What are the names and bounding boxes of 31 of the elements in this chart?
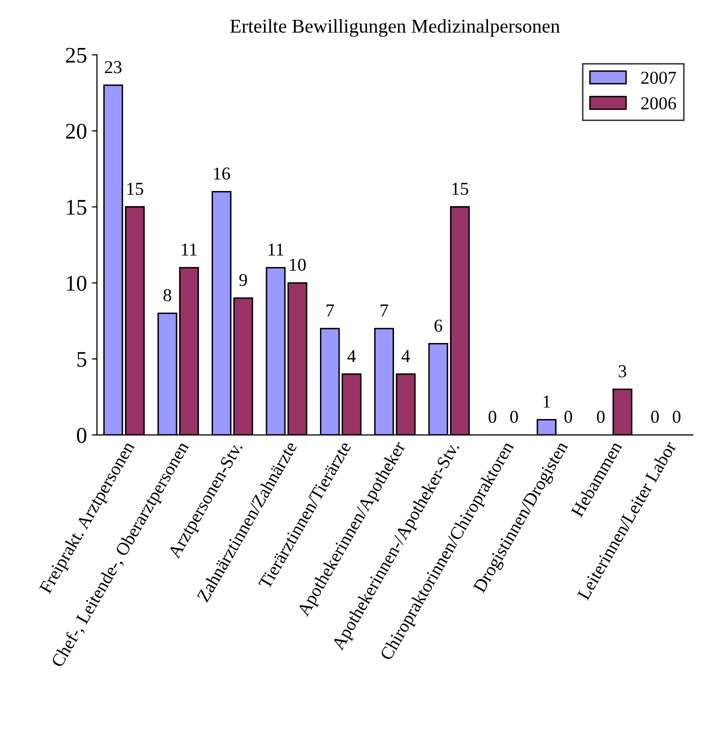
y-tick-label: 0	[76, 428, 86, 443]
data-label: 8	[164, 289, 172, 302]
data-label: 0	[510, 410, 518, 423]
legend-label: 2007	[641, 72, 676, 84]
y-tick-label: 10	[66, 276, 86, 291]
y-tick-label: 20	[66, 124, 86, 139]
data-label: 0	[651, 410, 659, 423]
data-label: 10	[290, 258, 306, 271]
data-label: 4	[402, 350, 410, 362]
data-label: 11	[268, 244, 284, 256]
y-tick-label: 15	[66, 200, 86, 215]
data-label: 15	[127, 182, 144, 195]
data-label: 15	[452, 182, 468, 195]
data-label: 7	[380, 304, 388, 316]
data-label: 23	[104, 61, 122, 74]
data-label: 3	[618, 365, 626, 378]
data-label: 11	[182, 244, 197, 256]
data-label: 0	[672, 410, 680, 423]
data-label: 7	[326, 304, 334, 316]
data-label: 9	[239, 274, 247, 286]
y-tick-label: 25	[66, 48, 86, 63]
legend-label: 2006	[641, 97, 676, 110]
data-label: 1	[544, 396, 550, 408]
y-tick-label: 5	[77, 352, 86, 367]
data-label: 0	[596, 410, 605, 423]
data-label: 0	[488, 410, 496, 423]
data-label: 0	[564, 410, 572, 423]
data-label: 6	[434, 320, 442, 332]
data-label: 4	[347, 350, 356, 362]
data-label: 16	[214, 168, 230, 180]
chart-title: Erteilte Bewilligungen Medizinalpersonen	[230, 19, 560, 37]
